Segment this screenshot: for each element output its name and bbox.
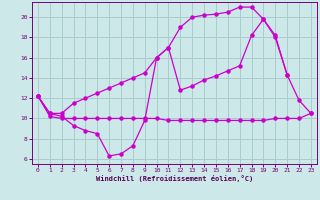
X-axis label: Windchill (Refroidissement éolien,°C): Windchill (Refroidissement éolien,°C) — [96, 175, 253, 182]
